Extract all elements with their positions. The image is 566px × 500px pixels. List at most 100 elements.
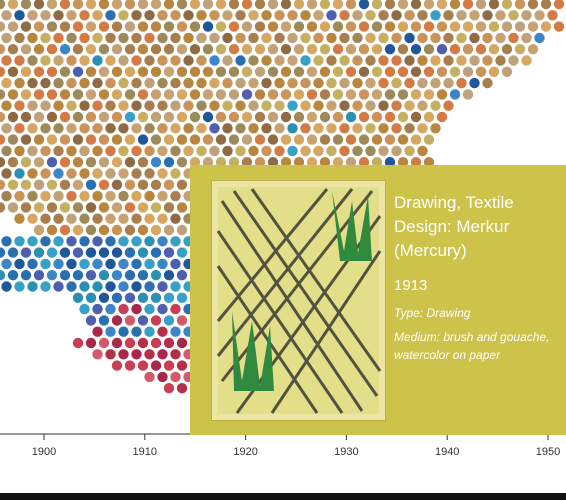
artwork-dot[interactable] bbox=[98, 111, 110, 123]
artwork-dot[interactable] bbox=[261, 10, 272, 21]
artwork-dot[interactable] bbox=[293, 89, 305, 100]
artwork-dot[interactable] bbox=[482, 10, 493, 21]
artwork-dot[interactable] bbox=[371, 44, 383, 55]
artwork-dot[interactable] bbox=[215, 66, 227, 78]
artwork-dot[interactable] bbox=[14, 190, 25, 202]
artwork-dot[interactable] bbox=[79, 303, 90, 315]
artwork-dot[interactable] bbox=[7, 247, 19, 258]
artwork-dot[interactable] bbox=[72, 247, 84, 258]
artwork-dot[interactable] bbox=[202, 66, 214, 78]
artwork-dot[interactable] bbox=[1, 236, 12, 247]
artwork-dot[interactable] bbox=[267, 134, 279, 145]
artwork-dot[interactable] bbox=[306, 0, 318, 10]
artwork-dot[interactable] bbox=[111, 270, 123, 281]
artwork-dot[interactable] bbox=[79, 190, 90, 202]
artwork-dot[interactable] bbox=[27, 77, 38, 89]
artwork-dot[interactable] bbox=[358, 44, 370, 55]
artwork-dot[interactable] bbox=[209, 77, 220, 89]
artwork-dot[interactable] bbox=[339, 55, 350, 66]
artwork-dot[interactable] bbox=[157, 145, 168, 157]
artwork-dot[interactable] bbox=[137, 89, 149, 100]
artwork-dot[interactable] bbox=[98, 157, 110, 168]
artwork-dot[interactable] bbox=[98, 66, 110, 78]
artwork-dot[interactable] bbox=[176, 89, 188, 100]
artwork-dot[interactable] bbox=[53, 77, 64, 89]
artwork-dot[interactable] bbox=[0, 21, 6, 32]
artwork-dot[interactable] bbox=[300, 10, 311, 21]
artwork-dot[interactable] bbox=[137, 21, 149, 32]
artwork-dot[interactable] bbox=[124, 89, 136, 100]
artwork-dot[interactable] bbox=[345, 0, 357, 10]
artwork-dot[interactable] bbox=[144, 349, 155, 360]
artwork-dot[interactable] bbox=[170, 100, 181, 111]
artwork-dot[interactable] bbox=[118, 55, 129, 66]
artwork-dot[interactable] bbox=[339, 10, 350, 21]
artwork-dot[interactable] bbox=[254, 0, 266, 10]
artwork-dot[interactable] bbox=[150, 292, 162, 303]
artwork-dot[interactable] bbox=[456, 55, 467, 66]
artwork-dot[interactable] bbox=[59, 224, 71, 236]
artwork-dot[interactable] bbox=[241, 66, 253, 78]
artwork-dot[interactable] bbox=[105, 32, 116, 44]
artwork-dot[interactable] bbox=[79, 32, 90, 44]
artwork-dot[interactable] bbox=[72, 292, 84, 303]
artwork-dot[interactable] bbox=[124, 21, 136, 32]
artwork-dot[interactable] bbox=[209, 145, 220, 157]
artwork-dot[interactable] bbox=[131, 55, 142, 66]
artwork-dot[interactable] bbox=[137, 224, 149, 236]
artwork-dot[interactable] bbox=[7, 134, 19, 145]
artwork-dot[interactable] bbox=[53, 123, 64, 134]
artwork-dot[interactable] bbox=[417, 123, 428, 134]
artwork-dot[interactable] bbox=[79, 281, 90, 292]
artwork-dot[interactable] bbox=[14, 236, 25, 247]
artwork-dot[interactable] bbox=[131, 100, 142, 111]
artwork-dot[interactable] bbox=[131, 213, 142, 224]
artwork-dot[interactable] bbox=[66, 100, 77, 111]
artwork-dot[interactable] bbox=[105, 281, 116, 292]
artwork-dot[interactable] bbox=[352, 10, 363, 21]
artwork-dot[interactable] bbox=[170, 236, 181, 247]
artwork-dot[interactable] bbox=[20, 89, 32, 100]
artwork-dot[interactable] bbox=[72, 89, 84, 100]
artwork-dot[interactable] bbox=[85, 270, 97, 281]
artwork-dot[interactable] bbox=[332, 111, 344, 123]
artwork-dot[interactable] bbox=[20, 111, 32, 123]
artwork-dot[interactable] bbox=[111, 0, 123, 10]
artwork-dot[interactable] bbox=[66, 281, 77, 292]
artwork-dot[interactable] bbox=[417, 77, 428, 89]
artwork-dot[interactable] bbox=[475, 66, 487, 78]
artwork-dot[interactable] bbox=[222, 77, 233, 89]
artwork-dot[interactable] bbox=[124, 44, 136, 55]
artwork-dot[interactable] bbox=[163, 111, 175, 123]
artwork-dot[interactable] bbox=[144, 303, 155, 315]
artwork-dot[interactable] bbox=[254, 111, 266, 123]
artwork-dot[interactable] bbox=[131, 236, 142, 247]
artwork-dot[interactable] bbox=[33, 247, 45, 258]
artwork-dot[interactable] bbox=[144, 55, 155, 66]
artwork-dot[interactable] bbox=[163, 134, 175, 145]
artwork-dot[interactable] bbox=[40, 281, 51, 292]
artwork-dot[interactable] bbox=[46, 44, 58, 55]
artwork-dot[interactable] bbox=[27, 10, 38, 21]
artwork-dot[interactable] bbox=[144, 371, 155, 383]
artwork-dot[interactable] bbox=[417, 32, 428, 44]
artwork-dot[interactable] bbox=[352, 123, 363, 134]
artwork-dot[interactable] bbox=[391, 32, 402, 44]
artwork-dot[interactable] bbox=[170, 349, 181, 360]
artwork-dot[interactable] bbox=[404, 77, 415, 89]
artwork-dot[interactable] bbox=[313, 77, 324, 89]
artwork-dot[interactable] bbox=[436, 89, 448, 100]
artwork-dot[interactable] bbox=[456, 10, 467, 21]
artwork-dot[interactable] bbox=[33, 66, 45, 78]
artwork-dot[interactable] bbox=[170, 77, 181, 89]
artwork-dot[interactable] bbox=[163, 224, 175, 236]
artwork-dot[interactable] bbox=[326, 55, 337, 66]
artwork-dot[interactable] bbox=[241, 0, 253, 10]
artwork-dot[interactable] bbox=[189, 21, 201, 32]
artwork-dot[interactable] bbox=[157, 123, 168, 134]
artwork-dot[interactable] bbox=[124, 292, 136, 303]
artwork-dot[interactable] bbox=[150, 179, 162, 190]
artwork-dot[interactable] bbox=[131, 326, 142, 337]
artwork-dot[interactable] bbox=[300, 145, 311, 157]
artwork-dot[interactable] bbox=[514, 0, 526, 10]
